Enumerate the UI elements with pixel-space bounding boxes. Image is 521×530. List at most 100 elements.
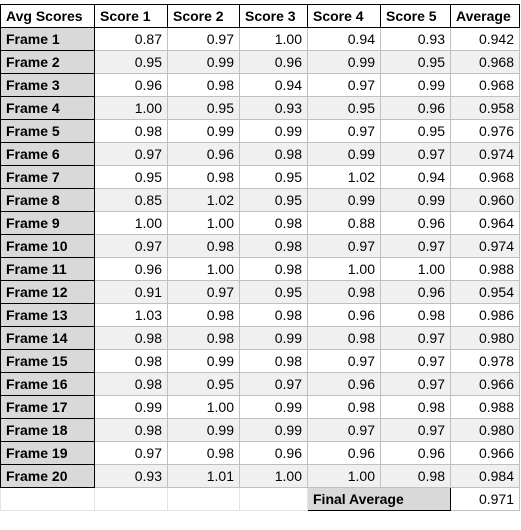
score-4-cell[interactable]: 0.97 (307, 349, 381, 373)
empty-cell[interactable] (167, 487, 240, 511)
score-1-cell[interactable]: 0.99 (94, 395, 168, 419)
row-label[interactable]: Frame 20 (0, 464, 95, 488)
score-4-cell[interactable]: 1.00 (307, 464, 381, 488)
score-1-cell[interactable]: 0.93 (94, 464, 168, 488)
header-avg-scores[interactable]: Avg Scores (0, 4, 95, 28)
score-3-cell[interactable]: 0.99 (239, 119, 308, 143)
average-cell[interactable]: 0.976 (450, 119, 520, 143)
score-3-cell[interactable]: 0.95 (239, 280, 308, 304)
row-label[interactable]: Frame 15 (0, 349, 95, 373)
score-3-cell[interactable]: 0.96 (239, 50, 308, 74)
score-1-cell[interactable]: 0.97 (94, 142, 168, 166)
score-5-cell[interactable]: 0.96 (380, 280, 451, 304)
row-label[interactable]: Frame 12 (0, 280, 95, 304)
score-1-cell[interactable]: 0.98 (94, 349, 168, 373)
average-cell[interactable]: 0.968 (450, 73, 520, 97)
row-label[interactable]: Frame 19 (0, 441, 95, 465)
row-label[interactable]: Frame 8 (0, 188, 95, 212)
average-cell[interactable]: 0.974 (450, 142, 520, 166)
average-cell[interactable]: 0.980 (450, 418, 520, 442)
score-2-cell[interactable]: 1.01 (167, 464, 240, 488)
score-5-cell[interactable]: 0.97 (380, 372, 451, 396)
score-2-cell[interactable]: 0.99 (167, 119, 240, 143)
average-cell[interactable]: 0.986 (450, 303, 520, 327)
score-3-cell[interactable]: 0.99 (239, 326, 308, 350)
score-3-cell[interactable]: 0.99 (239, 418, 308, 442)
score-5-cell[interactable]: 0.97 (380, 349, 451, 373)
score-4-cell[interactable]: 0.97 (307, 73, 381, 97)
score-5-cell[interactable]: 0.95 (380, 50, 451, 74)
score-4-cell[interactable]: 0.99 (307, 188, 381, 212)
average-cell[interactable]: 0.966 (450, 372, 520, 396)
score-5-cell[interactable]: 0.94 (380, 165, 451, 189)
row-label[interactable]: Frame 2 (0, 50, 95, 74)
score-5-cell[interactable]: 0.97 (380, 142, 451, 166)
score-1-cell[interactable]: 1.03 (94, 303, 168, 327)
score-5-cell[interactable]: 0.93 (380, 27, 451, 51)
row-label[interactable]: Frame 13 (0, 303, 95, 327)
average-cell[interactable]: 0.980 (450, 326, 520, 350)
score-3-cell[interactable]: 0.96 (239, 441, 308, 465)
score-2-cell[interactable]: 0.96 (167, 142, 240, 166)
score-5-cell[interactable]: 0.97 (380, 418, 451, 442)
row-label[interactable]: Frame 6 (0, 142, 95, 166)
score-2-cell[interactable]: 1.00 (167, 211, 240, 235)
score-4-cell[interactable]: 0.97 (307, 418, 381, 442)
score-3-cell[interactable]: 0.95 (239, 165, 308, 189)
empty-cell[interactable] (0, 487, 95, 511)
score-3-cell[interactable]: 0.98 (239, 142, 308, 166)
final-average-label[interactable]: Final Average (307, 487, 451, 511)
score-4-cell[interactable]: 0.97 (307, 119, 381, 143)
score-2-cell[interactable]: 0.98 (167, 303, 240, 327)
row-label[interactable]: Frame 18 (0, 418, 95, 442)
score-2-cell[interactable]: 0.99 (167, 418, 240, 442)
header-score-2[interactable]: Score 2 (167, 4, 240, 28)
score-3-cell[interactable]: 1.00 (239, 464, 308, 488)
average-cell[interactable]: 0.984 (450, 464, 520, 488)
row-label[interactable]: Frame 11 (0, 257, 95, 281)
row-label[interactable]: Frame 14 (0, 326, 95, 350)
score-1-cell[interactable]: 0.87 (94, 27, 168, 51)
score-5-cell[interactable]: 0.98 (380, 464, 451, 488)
score-4-cell[interactable]: 0.95 (307, 96, 381, 120)
score-5-cell[interactable]: 0.99 (380, 188, 451, 212)
score-3-cell[interactable]: 0.97 (239, 372, 308, 396)
row-label[interactable]: Frame 4 (0, 96, 95, 120)
score-5-cell[interactable]: 1.00 (380, 257, 451, 281)
score-1-cell[interactable]: 0.91 (94, 280, 168, 304)
score-1-cell[interactable]: 0.98 (94, 119, 168, 143)
score-3-cell[interactable]: 1.00 (239, 27, 308, 51)
average-cell[interactable]: 0.968 (450, 165, 520, 189)
header-average[interactable]: Average (450, 4, 520, 28)
average-cell[interactable]: 0.966 (450, 441, 520, 465)
average-cell[interactable]: 0.964 (450, 211, 520, 235)
score-2-cell[interactable]: 0.97 (167, 280, 240, 304)
score-1-cell[interactable]: 0.98 (94, 418, 168, 442)
row-label[interactable]: Frame 16 (0, 372, 95, 396)
score-1-cell[interactable]: 0.97 (94, 234, 168, 258)
row-label[interactable]: Frame 3 (0, 73, 95, 97)
row-label[interactable]: Frame 5 (0, 119, 95, 143)
score-3-cell[interactable]: 0.94 (239, 73, 308, 97)
average-cell[interactable]: 0.988 (450, 395, 520, 419)
average-cell[interactable]: 0.968 (450, 50, 520, 74)
score-2-cell[interactable]: 1.00 (167, 257, 240, 281)
score-4-cell[interactable]: 1.02 (307, 165, 381, 189)
score-4-cell[interactable]: 0.96 (307, 372, 381, 396)
header-score-5[interactable]: Score 5 (380, 4, 451, 28)
score-2-cell[interactable]: 0.99 (167, 50, 240, 74)
average-cell[interactable]: 0.942 (450, 27, 520, 51)
row-label[interactable]: Frame 1 (0, 27, 95, 51)
score-5-cell[interactable]: 0.98 (380, 303, 451, 327)
score-2-cell[interactable]: 1.00 (167, 395, 240, 419)
average-cell[interactable]: 0.960 (450, 188, 520, 212)
score-2-cell[interactable]: 1.02 (167, 188, 240, 212)
score-5-cell[interactable]: 0.96 (380, 441, 451, 465)
empty-cell[interactable] (94, 487, 168, 511)
score-1-cell[interactable]: 0.98 (94, 372, 168, 396)
score-3-cell[interactable]: 0.98 (239, 349, 308, 373)
header-score-1[interactable]: Score 1 (94, 4, 168, 28)
score-5-cell[interactable]: 0.96 (380, 211, 451, 235)
score-1-cell[interactable]: 0.85 (94, 188, 168, 212)
score-4-cell[interactable]: 0.97 (307, 234, 381, 258)
